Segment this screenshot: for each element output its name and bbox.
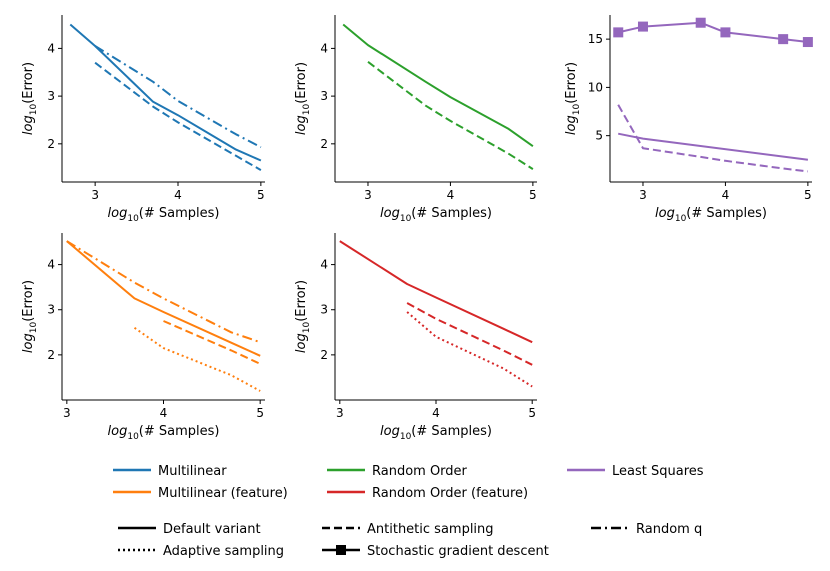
subplot-3: 3 4 5 5 10 15 log10(# Samples) log10(Error) (564, 15, 813, 224)
y-axis-label: log10(Error) (21, 280, 39, 353)
x-tick-label: 4 (160, 406, 168, 420)
x-tick-label: 3 (336, 406, 344, 420)
x-tick-label: 5 (257, 188, 265, 202)
x-tick-label: 3 (639, 188, 647, 202)
x-axis-label: log10(# Samples) (380, 424, 492, 442)
subplot-2: 3 4 5 2 3 4 log10(# Samples) log10(Error) (294, 15, 537, 224)
x-tick-label: 5 (804, 188, 812, 202)
legend-label: Default variant (163, 522, 261, 537)
y-tick-label: 2 (47, 137, 55, 151)
legend-marker-square (336, 545, 346, 555)
x-tick-label: 5 (528, 406, 536, 420)
subplot-4: 3 4 5 2 3 4 log10(# Samples) log10(Error) (21, 233, 265, 442)
y-tick-label: 2 (320, 137, 328, 151)
y-tick-label: 2 (320, 348, 328, 362)
y-tick-label: 4 (320, 258, 328, 272)
x-tick-label: 4 (447, 188, 455, 202)
data-point-square (613, 27, 624, 38)
y-tick-label: 4 (47, 41, 55, 55)
y-axis-label: log10(Error) (21, 62, 39, 135)
series-line-solid (339, 240, 533, 344)
data-point-square (778, 34, 789, 45)
legend-label: Multilinear (feature) (158, 486, 288, 501)
series-line-dashdot (66, 240, 261, 344)
data-point-square (720, 27, 731, 38)
y-tick-label: 15 (588, 32, 603, 46)
x-tick-label: 4 (432, 406, 440, 420)
legend-label: Least Squares (612, 464, 704, 479)
subplot-1: 3 4 5 2 3 4 log10(# Samples) log10(Error) (21, 15, 265, 224)
x-axis-label: log10(# Samples) (108, 206, 220, 224)
legend: Multilinear Multilinear (feature) Random O… (113, 464, 704, 559)
legend-label: Multilinear (158, 464, 227, 479)
x-tick-label: 3 (91, 188, 99, 202)
series-line-solid (66, 240, 261, 357)
y-axis-label: log10(Error) (294, 280, 312, 353)
series-line-dashdot (94, 45, 262, 149)
x-tick-label: 3 (63, 406, 71, 420)
y-axis-label: log10(Error) (564, 62, 582, 135)
series-line-dashed (406, 302, 533, 366)
y-tick-label: 3 (320, 89, 328, 103)
series-line-solid (342, 23, 534, 148)
y-tick-label: 10 (588, 80, 603, 94)
x-tick-label: 5 (256, 406, 264, 420)
y-tick-label: 2 (47, 348, 55, 362)
series-line-dashed (617, 104, 809, 173)
legend-label: Adaptive sampling (163, 544, 284, 559)
series-line-dashed (367, 61, 534, 170)
series-line-dashed (163, 320, 261, 365)
legend-label: Antithetic sampling (367, 522, 494, 537)
x-tick-label: 5 (529, 188, 537, 202)
series-line-dashed (94, 61, 262, 171)
series-line-solid (69, 23, 262, 162)
y-tick-label: 4 (320, 41, 328, 55)
y-axis-label: log10(Error) (294, 62, 312, 135)
subplot-5: 3 4 5 2 3 4 log10(# Samples) log10(Error) (294, 233, 537, 442)
series-line-solid (618, 132, 809, 161)
data-point-square (695, 17, 706, 28)
y-tick-label: 3 (47, 303, 55, 317)
series-line-dotted (406, 311, 533, 388)
legend-label: Random Order (feature) (372, 486, 528, 501)
x-tick-label: 4 (174, 188, 182, 202)
x-axis-label: log10(# Samples) (655, 206, 767, 224)
series-line-dotted (133, 326, 261, 392)
data-point-square (802, 37, 813, 48)
legend-label: Stochastic gradient descent (367, 544, 549, 559)
y-tick-label: 3 (47, 89, 55, 103)
y-tick-label: 5 (595, 129, 603, 143)
legend-label: Random Order (372, 464, 468, 479)
x-tick-label: 3 (364, 188, 372, 202)
legend-label: Random q (636, 522, 702, 537)
y-tick-label: 3 (320, 303, 328, 317)
x-tick-label: 4 (722, 188, 730, 202)
x-axis-label: log10(# Samples) (380, 206, 492, 224)
data-point-square (637, 21, 648, 32)
y-tick-label: 4 (47, 258, 55, 272)
x-axis-label: log10(# Samples) (108, 424, 220, 442)
subplot-grid: 3 4 5 2 3 4 log10(# Samples) log10(Error) 3 4 5 2 3 4… (21, 15, 813, 442)
